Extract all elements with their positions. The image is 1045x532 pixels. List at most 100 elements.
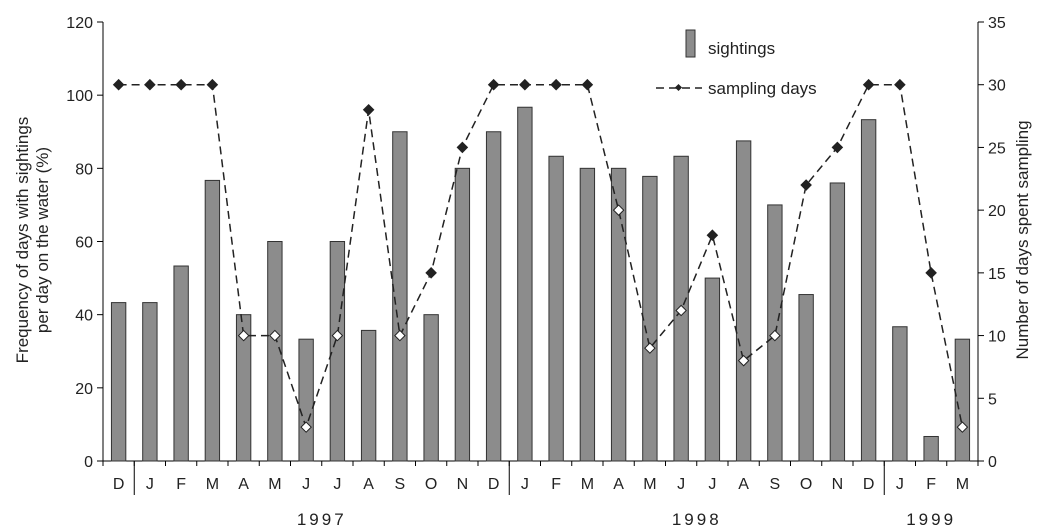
line-point — [237, 329, 250, 342]
bar — [923, 435, 939, 462]
line-point — [269, 329, 281, 342]
x-tick-label: A — [613, 476, 624, 493]
line-point — [425, 267, 437, 279]
y-tick-label: 40 — [75, 308, 93, 325]
year-label: 1998 — [672, 510, 722, 529]
x-tick-label: M — [956, 476, 969, 493]
line-point — [394, 329, 406, 342]
y2-tick-label: 20 — [988, 203, 1006, 220]
line-point — [862, 78, 875, 91]
line-point — [925, 267, 937, 279]
line-point — [519, 78, 531, 91]
bar — [517, 106, 533, 462]
line-point — [769, 329, 781, 342]
legend-line-marker — [674, 83, 683, 92]
y2-tick-label: 5 — [988, 391, 997, 408]
x-tick-label: F — [926, 476, 936, 493]
bar — [298, 338, 314, 462]
year-label: 1997 — [297, 510, 347, 529]
legend-label-sampling-days: sampling days — [708, 79, 817, 98]
line-point — [144, 78, 156, 91]
x-tick-label: M — [206, 476, 219, 493]
bar — [360, 329, 377, 462]
bar — [548, 155, 564, 462]
x-tick-label: O — [425, 476, 437, 493]
x-tick-label: F — [176, 476, 186, 493]
bar — [173, 265, 189, 462]
x-tick-label: J — [302, 476, 310, 493]
line-point — [675, 304, 687, 317]
bar — [329, 241, 346, 462]
x-tick-label: D — [113, 476, 125, 493]
bar — [704, 277, 721, 462]
line-point — [175, 78, 187, 91]
bar — [110, 302, 127, 462]
x-tick-label: J — [677, 476, 685, 493]
line-point — [800, 179, 812, 191]
bar — [735, 140, 752, 462]
line-series-sampling-days — [112, 78, 969, 433]
x-tick-label: D — [863, 476, 875, 493]
x-tick-label: J — [521, 476, 529, 493]
x-tick-label: A — [738, 476, 749, 493]
line-point — [706, 229, 719, 242]
x-tick-label: A — [238, 476, 249, 493]
bar — [798, 294, 814, 462]
x-tick-label: M — [268, 476, 281, 493]
axes-layer — [97, 21, 984, 495]
y2-tick-label: 15 — [988, 266, 1006, 283]
x-tick-label: J — [146, 476, 154, 493]
bar — [392, 131, 408, 462]
line-point — [581, 78, 594, 91]
tick-labels-layer: 0 20 40 60 80 100 120 0 5 10 15 20 25 30 35 D J F M A M J J A S O… — [66, 15, 1006, 529]
x-tick-label: O — [800, 476, 812, 493]
y-tick-label: 100 — [66, 88, 93, 105]
line-point — [300, 421, 312, 433]
x-tick-label: N — [457, 476, 469, 493]
legend: sightings sampling days — [656, 29, 817, 98]
bar — [142, 302, 158, 462]
y2-tick-label: 25 — [988, 140, 1006, 157]
x-tick-label: S — [770, 476, 781, 493]
bar — [423, 314, 439, 462]
bar — [579, 167, 596, 462]
x-tick-label: N — [832, 476, 844, 493]
line-point — [487, 78, 500, 91]
year-label: 1999 — [906, 510, 956, 529]
y-axis-title-line-1: Frequency of days with sightings — [13, 117, 32, 364]
y2-tick-label: 10 — [988, 329, 1006, 346]
y2-axis-title: Number of days spent sampling — [1013, 120, 1032, 359]
x-tick-label: J — [708, 476, 716, 493]
bar — [235, 314, 252, 462]
line-point — [612, 204, 625, 216]
line-point — [331, 329, 344, 342]
bar — [892, 326, 908, 462]
line-point — [737, 354, 750, 367]
bar — [610, 167, 627, 462]
line-point — [894, 78, 906, 91]
bar — [642, 175, 658, 462]
line-point — [362, 104, 375, 116]
bar-series-sightings — [110, 106, 971, 462]
y2-tick-label: 30 — [988, 78, 1006, 95]
y-tick-label: 60 — [75, 235, 93, 252]
legend-label-sightings: sightings — [708, 39, 775, 58]
y-tick-label: 80 — [75, 161, 93, 178]
x-tick-label: J — [896, 476, 904, 493]
y-tick-label: 20 — [75, 381, 93, 398]
y-axis-title-line-2: per day on the water (%) — [33, 147, 52, 333]
x-tick-label: M — [643, 476, 656, 493]
sampling-days-line — [118, 83, 964, 430]
y-tick-label: 120 — [66, 15, 93, 32]
line-point — [456, 141, 469, 154]
x-tick-label: D — [488, 476, 500, 493]
y-tick-label: 0 — [84, 454, 93, 471]
bar — [860, 119, 877, 462]
x-tick-label: M — [581, 476, 594, 493]
x-tick-label: J — [333, 476, 341, 493]
bar — [829, 182, 846, 462]
y2-tick-label: 0 — [988, 454, 997, 471]
x-tick-label: F — [551, 476, 561, 493]
bar — [204, 179, 221, 462]
